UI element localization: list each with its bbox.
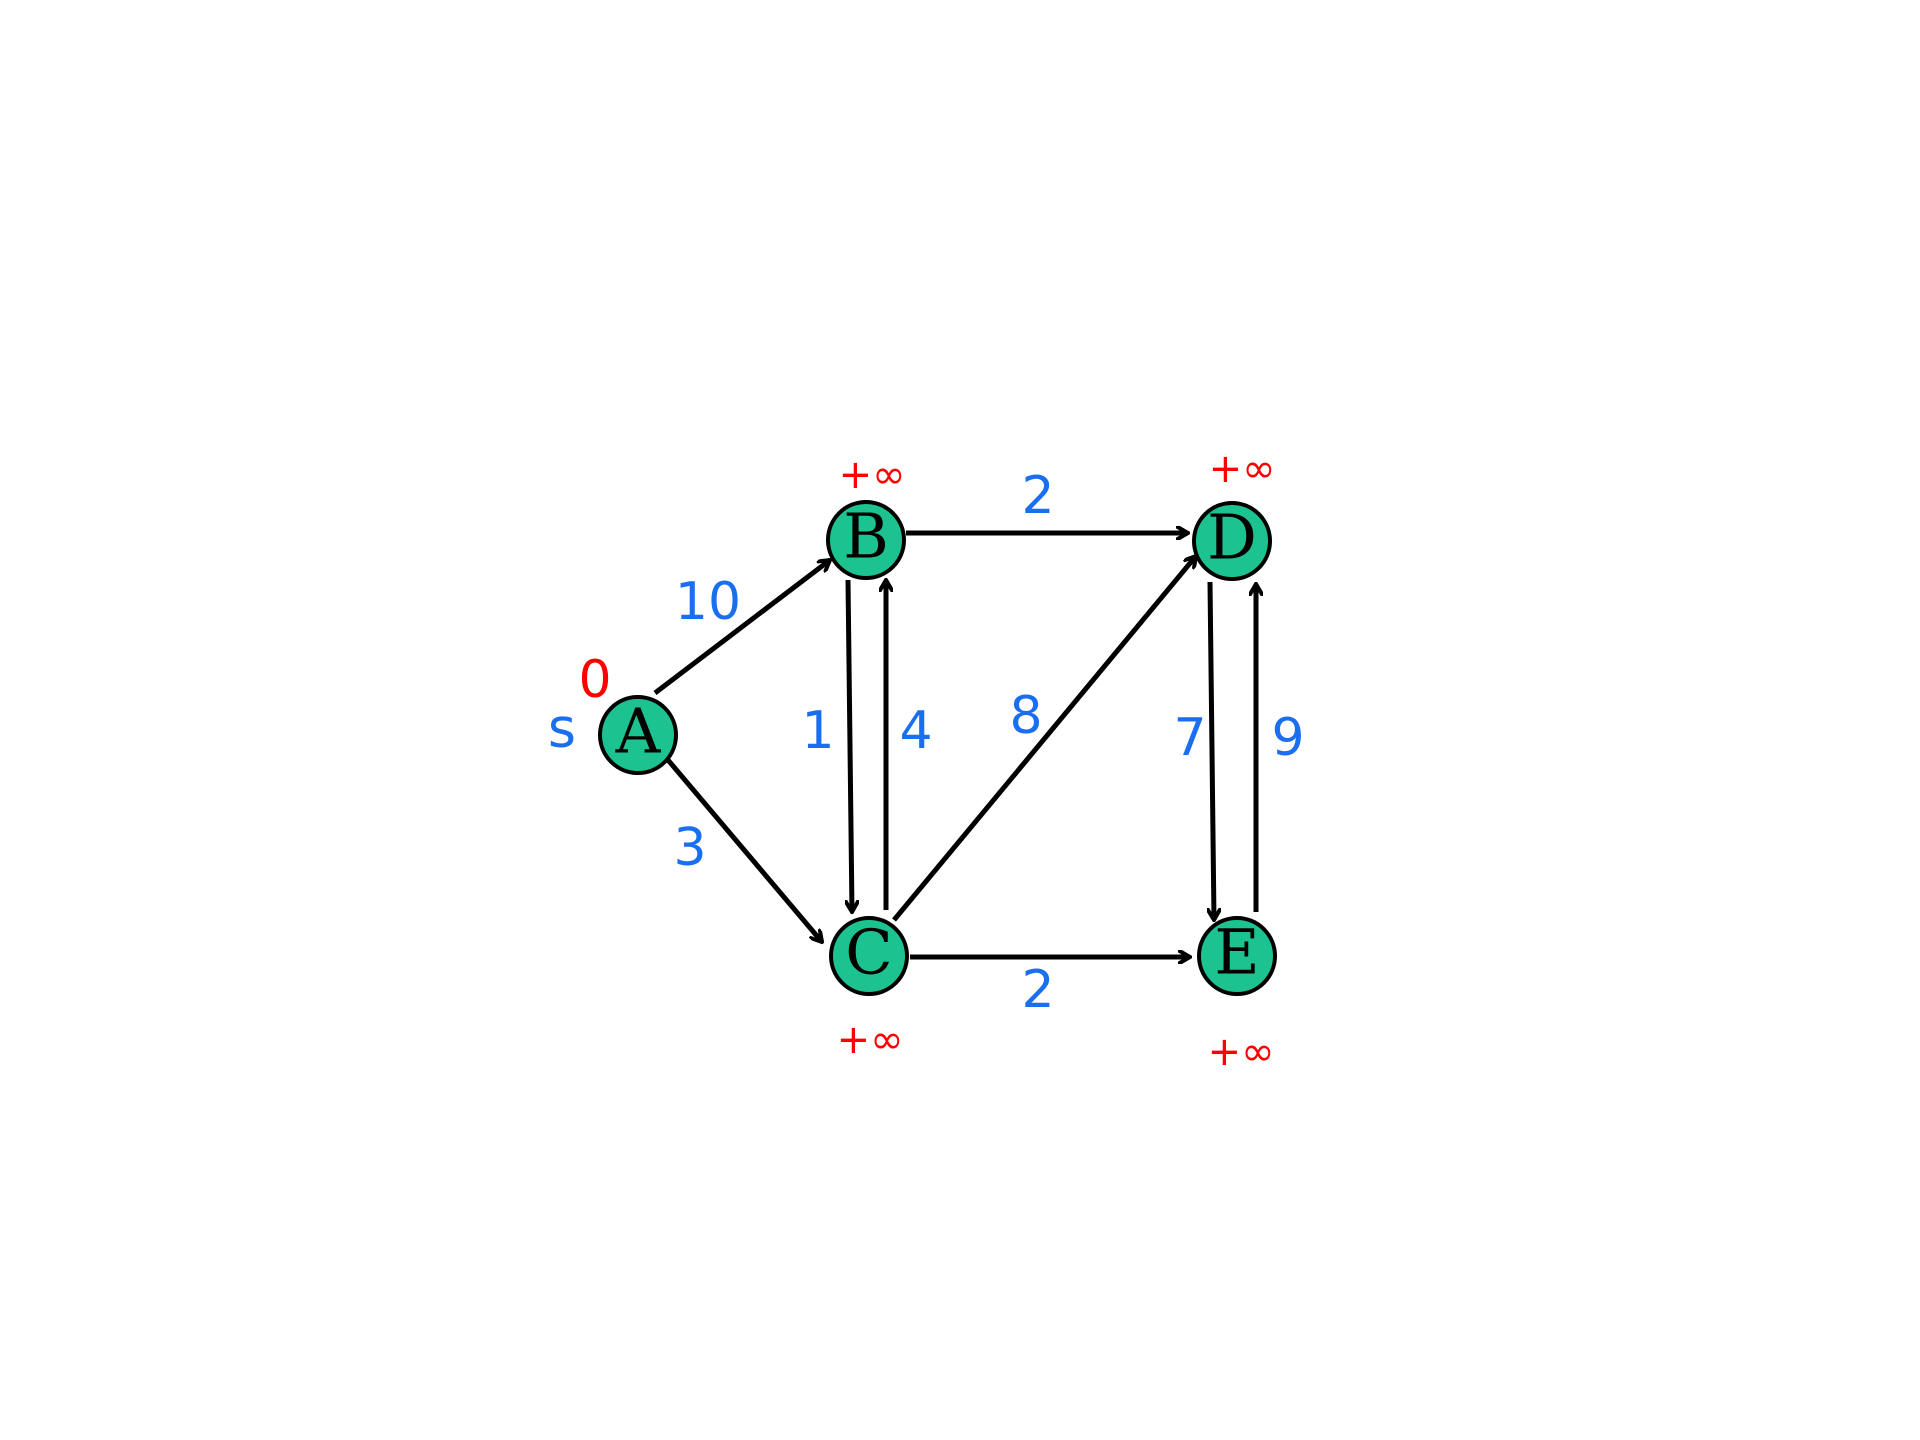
weight-c-d: 8 xyxy=(1009,686,1042,746)
edge-d-e xyxy=(1210,581,1214,920)
node-a: A xyxy=(598,695,678,775)
node-e-label: E xyxy=(1214,916,1259,989)
node-c: C xyxy=(829,916,909,996)
distance-labels: 0 +∞ +∞ +∞ +∞ xyxy=(578,446,1275,1075)
edge-c-d xyxy=(892,556,1196,922)
weight-a-b: 10 xyxy=(675,572,741,632)
distance-a: 0 xyxy=(578,650,611,710)
distance-e: +∞ xyxy=(1208,1029,1275,1075)
distance-d: +∞ xyxy=(1209,446,1276,492)
edge-weights: 10 3 1 4 2 8 2 7 9 xyxy=(673,466,1304,1020)
node-b: B xyxy=(826,500,906,580)
edge-a-b xyxy=(653,560,830,695)
weight-b-c: 1 xyxy=(801,701,834,761)
node-b-circle xyxy=(826,500,906,580)
node-d-circle xyxy=(1192,501,1272,581)
weight-a-c: 3 xyxy=(673,818,706,878)
edge-b-c xyxy=(848,579,852,912)
node-e-circle xyxy=(1197,916,1277,996)
node-d-label: D xyxy=(1207,501,1257,574)
node-c-circle xyxy=(829,916,909,996)
weight-c-b: 4 xyxy=(899,701,932,761)
weight-b-d: 2 xyxy=(1021,466,1054,526)
weight-d-e: 7 xyxy=(1173,708,1206,768)
node-e: E xyxy=(1197,916,1277,996)
source-marker: s xyxy=(548,697,576,760)
node-c-label: C xyxy=(845,916,892,989)
node-a-circle xyxy=(598,695,678,775)
distance-c: +∞ xyxy=(837,1017,904,1063)
node-a-label: A xyxy=(615,695,662,768)
distance-b: +∞ xyxy=(839,452,906,498)
edges xyxy=(653,533,1256,957)
weight-c-e: 2 xyxy=(1021,960,1054,1020)
node-b-label: B xyxy=(843,500,889,573)
weight-e-d: 9 xyxy=(1271,708,1304,768)
node-d: D xyxy=(1192,501,1272,581)
edge-a-c xyxy=(666,758,822,942)
